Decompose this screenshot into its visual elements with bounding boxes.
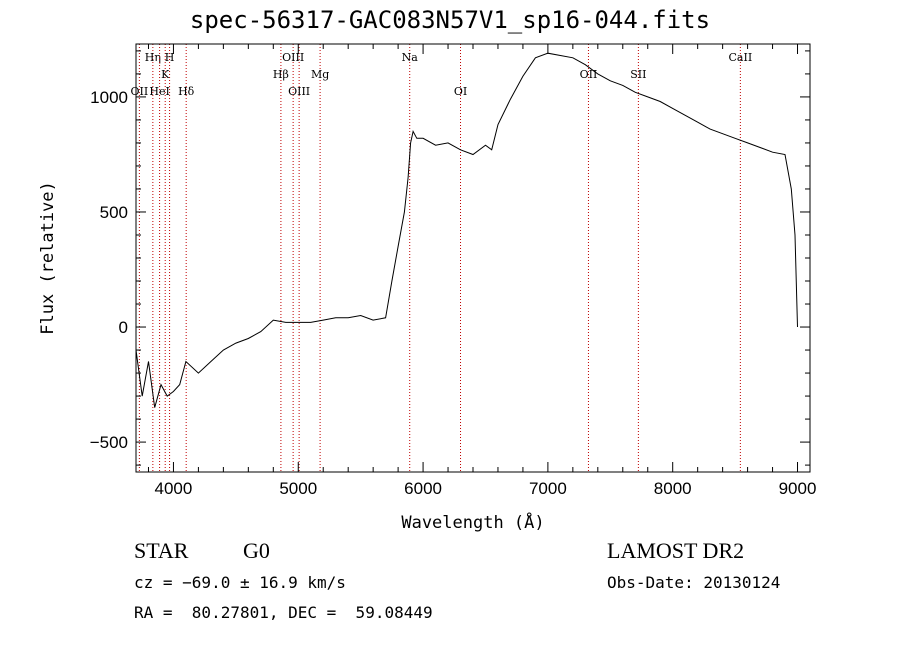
spectral-line-label: H: [165, 51, 175, 64]
spectral-line-label: OII: [580, 68, 598, 81]
survey-name: LAMOST DR2: [607, 538, 745, 563]
x-tick-label: 5000: [279, 479, 317, 498]
y-tick-label: 0: [119, 318, 128, 337]
plot-frame: [135, 43, 811, 473]
spectral-line-label: Na: [402, 51, 419, 64]
object-class: STAR: [134, 538, 189, 563]
spectral-line-label: CaII: [729, 51, 753, 64]
spectral-line-label: OIII: [282, 51, 304, 64]
redshift-cz: cz = −69.0 ± 16.9 km/s: [134, 573, 346, 592]
chart-title: spec-56317-GAC083N57V1_sp16-044.fits: [189, 6, 711, 34]
spectral-line-label: HeI: [149, 85, 169, 98]
ra-dec: RA = 80.27801, DEC = 59.08449: [134, 603, 433, 622]
x-tick-label: 6000: [404, 479, 442, 498]
spectral-line-label: Hη: [145, 51, 161, 64]
spectrum-line: [135, 52, 798, 408]
x-tick-label: 8000: [654, 479, 692, 498]
spectral-line-label: SII: [630, 68, 646, 81]
spectral-line-label: K: [161, 68, 170, 81]
y-axis-label: Flux (relative): [38, 181, 58, 335]
x-axis-label: Wavelength (Å): [401, 511, 544, 533]
x-tick-label: 7000: [529, 479, 567, 498]
spectral-line-label: Hβ: [273, 68, 289, 81]
spectral-line-label: OII: [131, 85, 149, 98]
y-tick-label: −500: [90, 433, 128, 452]
object-subclass: G0: [243, 538, 270, 563]
y-tick-label: 1000: [90, 88, 128, 107]
x-tick-label: 4000: [155, 479, 193, 498]
spectral-line-label: Hδ: [178, 85, 195, 98]
spectral-line-label: Mg: [311, 68, 329, 81]
x-tick-label: 9000: [779, 479, 817, 498]
spectral-line-label: OIII: [288, 85, 310, 98]
observation-date: Obs-Date: 20130124: [607, 573, 781, 592]
spectral-line-label: OI: [454, 85, 467, 98]
y-tick-label: 500: [100, 203, 128, 222]
